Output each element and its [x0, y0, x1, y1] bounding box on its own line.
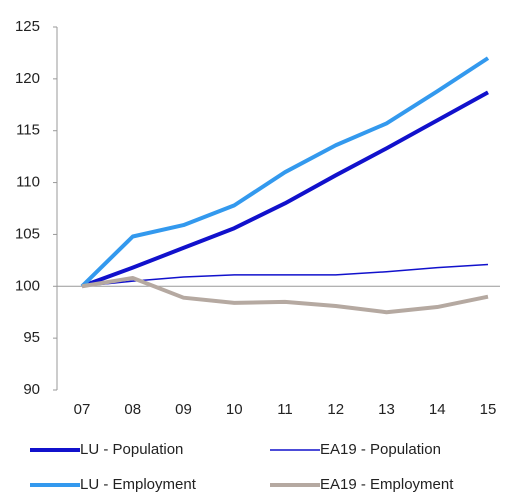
x-tick-label: 12: [327, 401, 344, 418]
y-tick-label: 115: [16, 122, 40, 139]
x-tick-label: 09: [175, 401, 192, 418]
x-tick-label: 10: [226, 401, 243, 418]
series-line: [81, 275, 489, 315]
x-tick-label: 13: [378, 401, 395, 418]
legend-label: EA19 - Employment: [320, 476, 454, 493]
x-tick-label: 14: [429, 401, 446, 418]
y-tick-label: 105: [15, 225, 40, 242]
series-line: [81, 90, 489, 289]
y-tick-label: 95: [23, 329, 40, 346]
legend-label: EA19 - Population: [320, 441, 441, 458]
y-tick-label: 125: [15, 18, 40, 35]
y-tick-label: 110: [16, 174, 40, 191]
x-tick-label: 08: [124, 401, 141, 418]
legend-label: LU - Population: [80, 441, 183, 458]
y-tick-label: 120: [15, 70, 40, 87]
x-tick-label: 11: [277, 401, 293, 418]
series-line: [81, 263, 489, 288]
x-tick-label: 07: [74, 401, 91, 418]
y-tick-label: 100: [15, 277, 40, 294]
legend-label: LU - Employment: [80, 476, 197, 493]
series-line: [80, 56, 490, 288]
x-tick-label: 15: [480, 401, 497, 418]
y-tick-label: 90: [23, 381, 40, 398]
